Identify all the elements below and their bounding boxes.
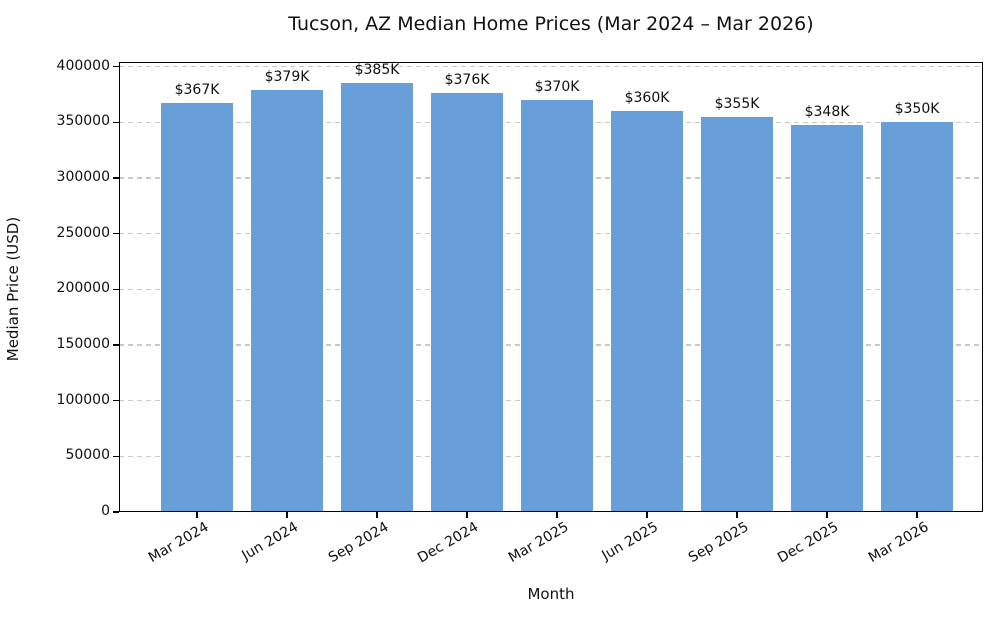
- plot-area-border: [119, 62, 983, 512]
- bar-value-label: $350K: [894, 101, 940, 118]
- bar-value-label: $355K: [714, 95, 760, 112]
- x-tick-mark: [196, 512, 198, 518]
- x-tick-mark: [916, 512, 918, 518]
- y-tick-label: 200000: [56, 280, 110, 297]
- bar-value-label: $370K: [534, 79, 580, 96]
- y-tick-mark: [113, 177, 119, 179]
- x-tick-label: Jun 2025: [599, 519, 661, 564]
- y-tick-mark: [113, 344, 119, 346]
- y-tick-label: 150000: [56, 336, 110, 353]
- x-tick-label: Mar 2025: [505, 519, 571, 567]
- bar: [791, 124, 863, 512]
- bar: [161, 103, 233, 512]
- bar-value-label: $379K: [264, 69, 310, 86]
- gridline: [119, 66, 983, 68]
- y-tick-mark: [113, 233, 119, 235]
- y-tick-label: 350000: [56, 113, 110, 130]
- x-axis-title: Month: [527, 585, 575, 603]
- bar-value-label: $367K: [174, 82, 220, 99]
- y-tick-label: 100000: [56, 391, 110, 408]
- x-tick-mark: [466, 512, 468, 518]
- x-tick-mark: [376, 512, 378, 518]
- x-tick-label: Sep 2024: [325, 519, 391, 567]
- x-tick-mark: [556, 512, 558, 518]
- chart-title: Tucson, AZ Median Home Prices (Mar 2024 …: [288, 13, 814, 35]
- y-tick-mark: [113, 121, 119, 124]
- bar-value-label: $360K: [624, 90, 670, 107]
- x-tick-label: Mar 2024: [145, 519, 211, 567]
- bar: [341, 83, 413, 512]
- bar-value-label: $376K: [444, 72, 490, 89]
- y-tick-mark: [113, 399, 119, 402]
- y-tick-label: 0: [101, 503, 110, 519]
- y-tick-mark: [113, 511, 119, 513]
- bar: [881, 122, 953, 512]
- bar: [431, 93, 503, 512]
- y-tick-label: 250000: [56, 224, 110, 241]
- bar: [611, 111, 683, 512]
- y-tick-label: 300000: [56, 169, 110, 186]
- x-tick-label: Dec 2025: [774, 519, 841, 567]
- bar: [521, 100, 593, 512]
- x-tick-mark: [646, 512, 648, 518]
- x-tick-mark: [736, 512, 738, 518]
- x-tick-label: Jun 2024: [239, 519, 301, 564]
- x-tick-label: Sep 2025: [685, 519, 751, 567]
- y-tick-label: 400000: [56, 57, 110, 74]
- x-tick-mark: [826, 512, 828, 518]
- y-tick-mark: [113, 66, 119, 68]
- x-tick-label: Dec 2024: [414, 519, 481, 567]
- x-tick-label: Mar 2026: [865, 519, 931, 567]
- x-tick-mark: [286, 512, 288, 518]
- y-tick-label: 50000: [65, 447, 110, 464]
- bar-value-label: $348K: [804, 103, 850, 120]
- y-tick-mark: [113, 455, 119, 458]
- y-tick-mark: [113, 288, 119, 291]
- bar-value-label: $385K: [354, 62, 400, 79]
- bar: [251, 90, 323, 512]
- bar: [701, 116, 773, 512]
